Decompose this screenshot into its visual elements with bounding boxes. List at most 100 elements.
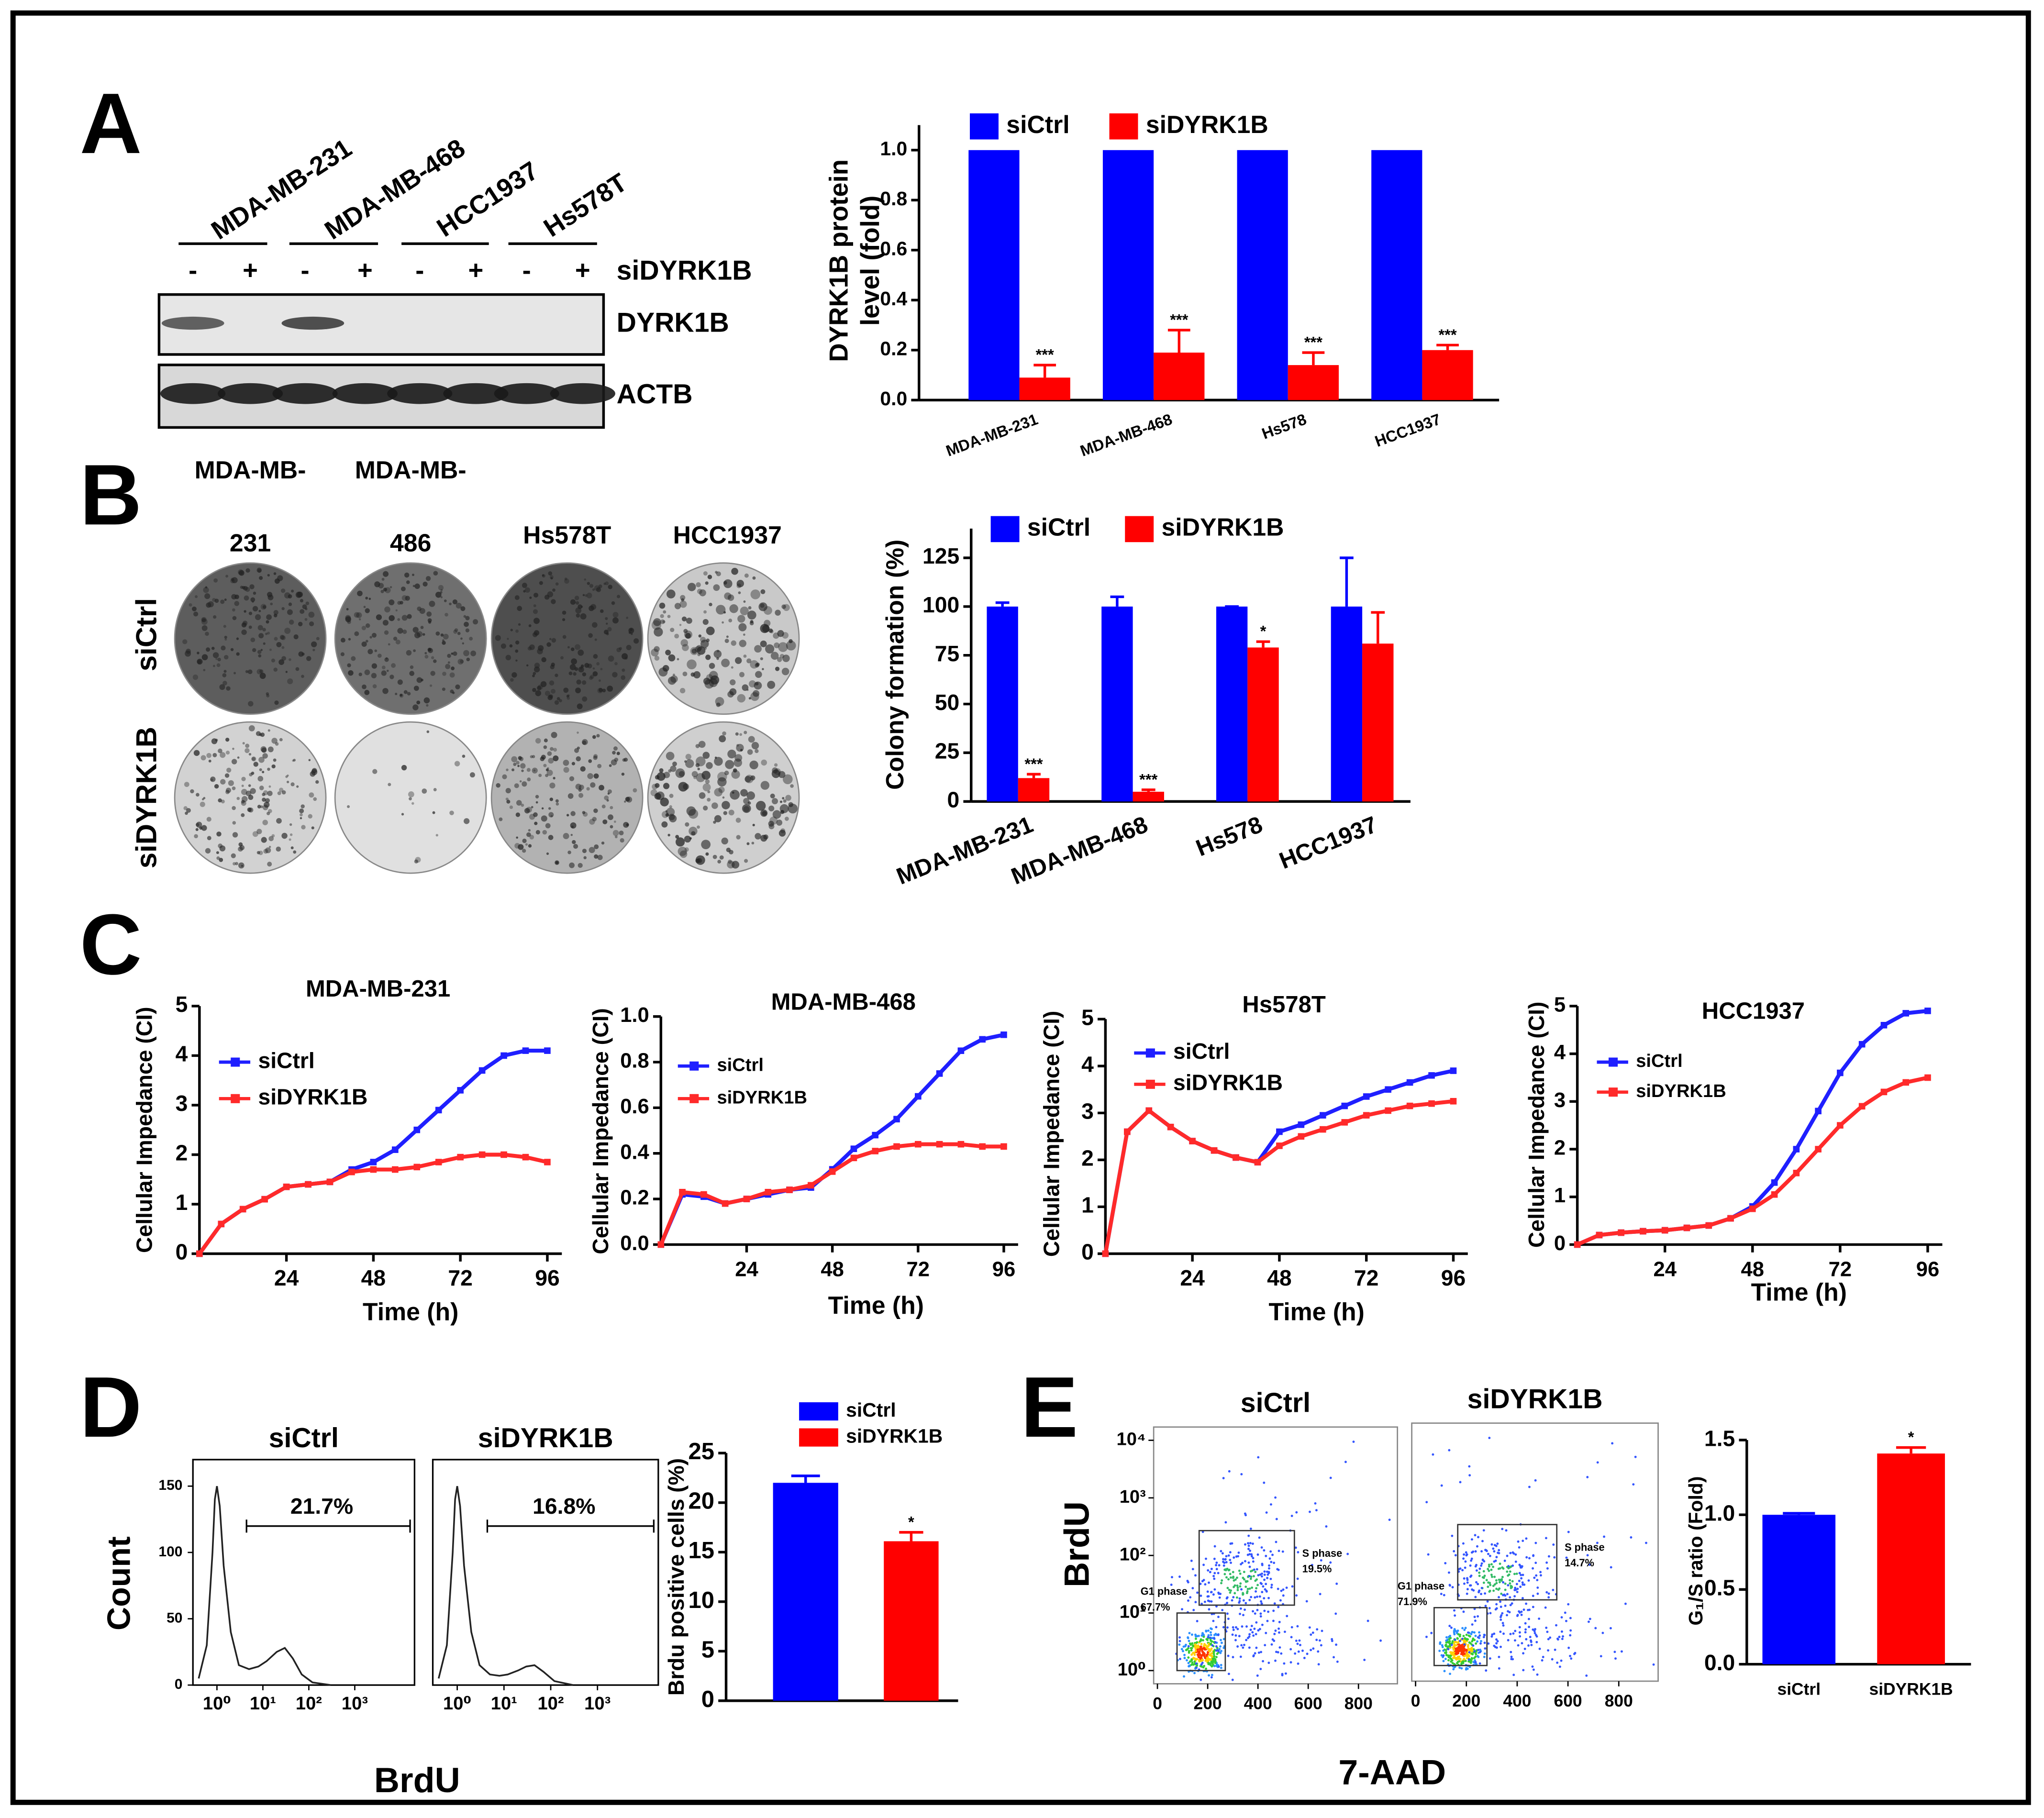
colony-spot — [751, 842, 755, 845]
colony-spot — [535, 801, 538, 804]
legend-label: siCtrl — [1636, 1051, 1682, 1071]
event-dot — [1274, 1630, 1277, 1632]
colony-spot — [495, 635, 501, 641]
event-dot — [1467, 1658, 1470, 1661]
x-tick-label: 48 — [821, 1258, 844, 1281]
series-marker — [829, 1168, 836, 1175]
event-dot — [1469, 1564, 1472, 1567]
colony-spot — [213, 615, 217, 619]
colony-spot — [452, 691, 455, 694]
event-dot — [1201, 1580, 1204, 1583]
event-dot — [1547, 1555, 1550, 1558]
lane-sign: + — [243, 256, 258, 285]
colony-spot — [311, 641, 317, 647]
event-dot — [1191, 1642, 1194, 1645]
colony-spot — [582, 696, 588, 702]
colony-spot — [414, 583, 420, 589]
colony-spot — [290, 846, 294, 850]
event-dot — [1255, 1646, 1258, 1649]
colony-spot — [364, 669, 370, 676]
colony-spot — [607, 792, 610, 795]
y-tick-label: 10¹ — [1120, 1602, 1146, 1622]
colony-spot — [747, 749, 753, 755]
event-dot — [1186, 1659, 1188, 1662]
event-dot — [1485, 1579, 1488, 1582]
series-marker — [1771, 1191, 1778, 1198]
colony-spot — [447, 661, 450, 664]
event-dot — [1244, 1512, 1246, 1515]
event-dot — [1216, 1652, 1219, 1655]
event-dot — [1528, 1626, 1531, 1629]
event-dot — [1567, 1603, 1570, 1606]
colony-spot — [558, 699, 562, 702]
event-dot — [1514, 1639, 1516, 1642]
colony-spot — [592, 622, 598, 628]
event-dot — [1500, 1606, 1502, 1608]
event-dot — [1527, 1644, 1530, 1647]
colony-spot — [668, 813, 675, 820]
event-dot — [1448, 1642, 1451, 1645]
event-dot — [1556, 1661, 1559, 1664]
event-dot — [1448, 1645, 1451, 1648]
event-dot — [1209, 1643, 1212, 1646]
colony-spot — [289, 620, 294, 625]
event-dot — [1449, 1654, 1452, 1657]
colony-spot — [239, 845, 245, 851]
chart-title: siCtrl — [1241, 1388, 1311, 1419]
series-marker — [1858, 1041, 1866, 1048]
colony-spot — [601, 841, 605, 845]
y-tick-label: 0.4 — [620, 1141, 649, 1164]
colony-spot — [212, 753, 217, 757]
event-dot — [1248, 1565, 1251, 1568]
event-dot — [1229, 1573, 1232, 1575]
colony-spot — [665, 650, 671, 655]
colony-spot — [681, 598, 685, 602]
colony-spot — [201, 625, 208, 631]
event-dot — [1493, 1632, 1496, 1635]
colony-spot — [381, 577, 385, 581]
cell-line-label: Hs578T — [538, 167, 632, 243]
colony-spot — [662, 620, 666, 623]
event-dot — [1275, 1651, 1278, 1653]
colony-spot — [562, 610, 567, 615]
event-dot — [1298, 1639, 1301, 1642]
event-dot — [1227, 1618, 1230, 1620]
colony-spot — [743, 633, 745, 636]
event-dot — [1222, 1561, 1224, 1563]
colony-spot — [593, 773, 599, 779]
colony-spot — [567, 814, 569, 817]
colony-spot — [206, 753, 211, 758]
colony-spot — [763, 606, 772, 615]
series-marker — [1385, 1107, 1391, 1114]
colony-spot — [545, 768, 549, 772]
legend-label: siCtrl — [846, 1399, 896, 1421]
event-dot — [1493, 1550, 1496, 1553]
colony-spot — [727, 749, 736, 759]
colony-spot — [206, 602, 211, 608]
colony-spot — [225, 750, 230, 755]
event-dot — [1457, 1647, 1460, 1650]
colony-spot — [258, 654, 262, 658]
event-dot — [1507, 1584, 1510, 1586]
colony-spot — [597, 687, 603, 694]
event-dot — [1255, 1568, 1258, 1571]
event-dot — [1296, 1642, 1299, 1645]
event-dot — [1439, 1641, 1442, 1644]
colony-spot — [546, 769, 553, 776]
series-marker — [1705, 1222, 1712, 1229]
colony-spot — [440, 633, 444, 637]
event-dot — [1453, 1648, 1455, 1651]
event-dot — [1194, 1643, 1197, 1646]
colony-spot — [518, 756, 522, 760]
colony-spot — [267, 862, 272, 867]
colony-spot — [707, 798, 711, 802]
event-dot — [1271, 1553, 1274, 1556]
colony-spot — [608, 814, 613, 820]
colony-spot — [667, 615, 671, 618]
event-dot — [1275, 1518, 1278, 1520]
colony-spot — [701, 771, 711, 780]
event-dot — [1220, 1639, 1222, 1641]
event-dot — [1290, 1515, 1293, 1518]
series-marker — [700, 1191, 707, 1198]
event-dot — [1520, 1610, 1523, 1613]
